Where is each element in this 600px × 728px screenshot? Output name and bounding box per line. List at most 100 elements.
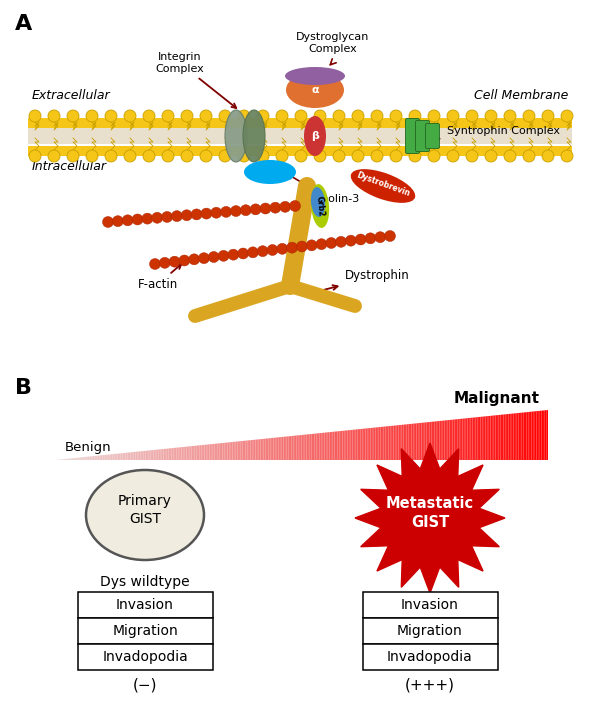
Bar <box>28 128 572 144</box>
Polygon shape <box>525 412 527 460</box>
Text: F-actin: F-actin <box>138 264 181 290</box>
Text: (−): (−) <box>133 678 157 693</box>
Ellipse shape <box>351 169 415 203</box>
Polygon shape <box>287 436 289 460</box>
Polygon shape <box>338 431 339 460</box>
Text: Invadopodia: Invadopodia <box>387 650 473 664</box>
Polygon shape <box>302 435 303 460</box>
Circle shape <box>181 210 192 221</box>
Polygon shape <box>81 457 83 460</box>
Circle shape <box>447 150 459 162</box>
Text: Dystroglycan
Complex: Dystroglycan Complex <box>296 33 370 54</box>
Polygon shape <box>371 428 372 460</box>
Ellipse shape <box>86 470 204 560</box>
Circle shape <box>466 150 478 162</box>
Circle shape <box>333 110 345 122</box>
Polygon shape <box>119 454 121 460</box>
Polygon shape <box>385 427 387 460</box>
Polygon shape <box>234 442 236 460</box>
Text: Migration: Migration <box>112 624 178 638</box>
Text: Caveolin-3: Caveolin-3 <box>288 175 359 204</box>
Polygon shape <box>238 441 239 460</box>
Polygon shape <box>484 416 485 460</box>
Polygon shape <box>182 447 183 460</box>
Polygon shape <box>490 416 492 460</box>
Circle shape <box>542 110 554 122</box>
Polygon shape <box>94 456 96 460</box>
Circle shape <box>105 150 117 162</box>
Circle shape <box>277 243 288 254</box>
Polygon shape <box>282 437 283 460</box>
Circle shape <box>276 150 288 162</box>
Polygon shape <box>316 433 318 460</box>
Polygon shape <box>277 438 278 460</box>
Polygon shape <box>213 444 214 460</box>
Polygon shape <box>507 414 509 460</box>
Polygon shape <box>446 420 448 460</box>
Polygon shape <box>343 431 344 460</box>
Text: Dystrobrevin: Dystrobrevin <box>355 170 411 198</box>
Circle shape <box>67 150 79 162</box>
Polygon shape <box>101 455 103 460</box>
Polygon shape <box>308 434 310 460</box>
Polygon shape <box>275 438 277 460</box>
Polygon shape <box>310 434 311 460</box>
Polygon shape <box>518 413 520 460</box>
Polygon shape <box>527 412 528 460</box>
Circle shape <box>257 110 269 122</box>
Circle shape <box>523 110 535 122</box>
Polygon shape <box>140 451 142 460</box>
Polygon shape <box>65 459 67 460</box>
Polygon shape <box>107 454 109 460</box>
Ellipse shape <box>311 184 329 228</box>
Circle shape <box>124 150 136 162</box>
Polygon shape <box>264 439 265 460</box>
Polygon shape <box>499 415 500 460</box>
Polygon shape <box>492 416 494 460</box>
Polygon shape <box>454 419 456 460</box>
Ellipse shape <box>225 110 247 162</box>
Polygon shape <box>121 453 122 460</box>
Polygon shape <box>374 427 376 460</box>
Polygon shape <box>249 440 251 460</box>
Polygon shape <box>260 439 262 460</box>
Text: Cell Membrane: Cell Membrane <box>473 89 568 102</box>
Polygon shape <box>427 422 428 460</box>
Polygon shape <box>175 448 176 460</box>
Circle shape <box>132 214 143 225</box>
Polygon shape <box>481 416 482 460</box>
Polygon shape <box>157 449 158 460</box>
Polygon shape <box>136 451 137 460</box>
Bar <box>362 618 497 644</box>
Polygon shape <box>98 456 100 460</box>
Polygon shape <box>256 440 257 460</box>
Polygon shape <box>265 438 267 460</box>
Circle shape <box>504 110 516 122</box>
Circle shape <box>240 205 251 215</box>
Polygon shape <box>244 440 245 460</box>
Circle shape <box>504 150 516 162</box>
Polygon shape <box>231 442 232 460</box>
Ellipse shape <box>243 110 265 162</box>
Polygon shape <box>461 419 463 460</box>
Polygon shape <box>387 426 389 460</box>
Circle shape <box>172 210 182 221</box>
Circle shape <box>295 150 307 162</box>
Polygon shape <box>176 448 178 460</box>
Polygon shape <box>369 428 371 460</box>
Polygon shape <box>71 458 73 460</box>
Polygon shape <box>443 421 445 460</box>
Polygon shape <box>96 456 98 460</box>
Circle shape <box>112 215 124 226</box>
Polygon shape <box>416 423 418 460</box>
Polygon shape <box>538 411 540 460</box>
Text: Invadopodia: Invadopodia <box>102 650 188 664</box>
Circle shape <box>267 245 278 256</box>
Circle shape <box>179 255 190 266</box>
Polygon shape <box>152 450 154 460</box>
Polygon shape <box>339 431 341 460</box>
Polygon shape <box>500 415 502 460</box>
Ellipse shape <box>286 72 344 108</box>
Polygon shape <box>298 435 300 460</box>
Polygon shape <box>364 429 365 460</box>
